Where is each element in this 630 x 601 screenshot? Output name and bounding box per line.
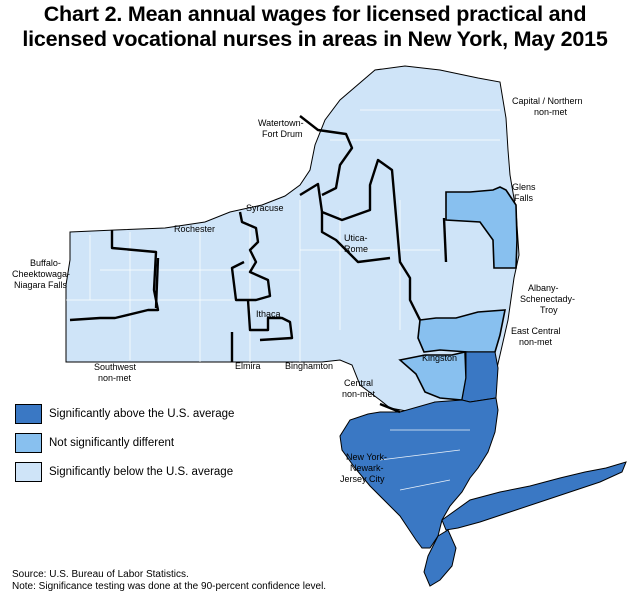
significance-note: Note: Significance testing was done at t…	[12, 581, 327, 592]
area-albany[interactable]	[417, 309, 506, 353]
label-utica-rome: Utica-Rome	[344, 233, 368, 254]
legend: Significantly above the U.S. average Not…	[15, 402, 234, 489]
area-nyc-south[interactable]	[423, 529, 457, 587]
chart-title: Chart 2. Mean annual wages for licensed …	[0, 2, 630, 52]
area-long-island[interactable]	[441, 461, 627, 531]
area-east-central[interactable]	[461, 351, 499, 403]
label-watertown: Watertown-Fort Drum	[258, 118, 304, 139]
label-nyc: New York-Newark-Jersey City	[340, 452, 387, 484]
area-boundaries	[69, 115, 448, 414]
label-glens-falls: Glens Falls	[512, 182, 536, 203]
label-elmira: Elmira	[235, 361, 261, 371]
legend-label-below: Significantly below the U.S. average	[49, 465, 234, 478]
county-lines	[66, 109, 500, 491]
state-outline	[65, 65, 520, 413]
label-binghamton: Binghamton	[285, 361, 333, 371]
area-nyc[interactable]	[339, 397, 499, 549]
legend-swatch-above	[15, 403, 42, 424]
label-southwest: Southwest non-met	[94, 362, 137, 383]
label-syracuse: Syracuse	[246, 203, 284, 213]
legend-item-below: Significantly below the U.S. average	[15, 460, 234, 483]
label-kingston: Kingston	[422, 353, 457, 363]
label-east-central: East Central non-met	[511, 326, 561, 347]
label-albany: Albany-Schenectady-Troy	[520, 283, 575, 315]
title-line-2: licensed vocational nurses in areas in N…	[22, 27, 608, 51]
legend-label-above: Significantly above the U.S. average	[49, 407, 235, 420]
title-line-1: Chart 2. Mean annual wages for licensed …	[43, 2, 587, 26]
label-rochester: Rochester	[174, 224, 215, 234]
label-capital-northern: Capital / Northern non-met	[512, 96, 583, 117]
map-labels: Capital / Northern non-met Watertown-Fort…	[12, 96, 583, 484]
footnotes: Source: U.S. Bureau of Labor Statistics.…	[12, 569, 326, 593]
label-buffalo: Buffalo-Cheektowaga-Niagara Falls	[12, 258, 70, 290]
legend-item-not-different: Not significantly different	[15, 431, 234, 454]
legend-swatch-below	[15, 461, 42, 482]
label-ithaca: Ithaca	[256, 309, 281, 319]
legend-swatch-not-different	[15, 432, 42, 453]
area-glens-falls[interactable]	[445, 186, 518, 269]
source-note: Source: U.S. Bureau of Labor Statistics.	[12, 569, 189, 580]
legend-label-not-different: Not significantly different	[49, 436, 175, 449]
legend-item-above: Significantly above the U.S. average	[15, 402, 234, 425]
label-central: Central non-met	[342, 378, 376, 399]
